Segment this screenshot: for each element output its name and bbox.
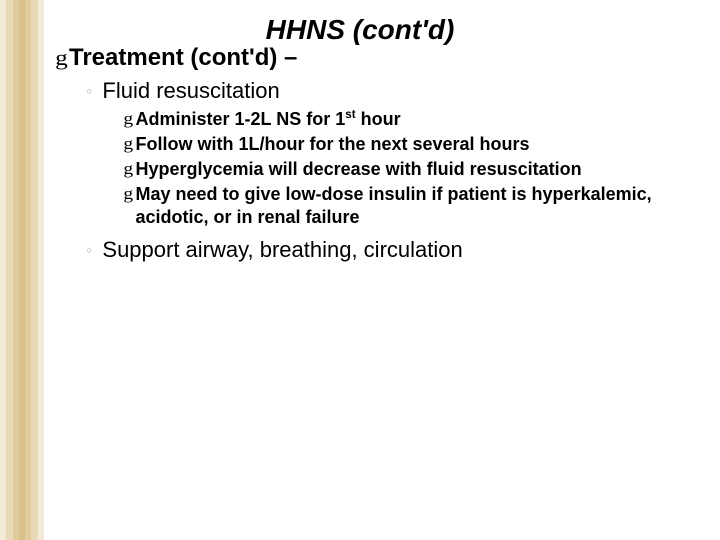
slide-title: HHNS (cont'd) [0, 14, 720, 46]
bullet-level2-fluid: ◦ Fluid resuscitation [86, 78, 692, 104]
lvl2-text: Fluid resuscitation [102, 78, 279, 104]
bullet-level3-item: gFollow with 1L/hour for the next severa… [124, 133, 692, 156]
script-bullet-icon: g [55, 45, 68, 71]
script-bullet-icon: g [123, 183, 133, 229]
lvl1-text-before: Treatment [69, 44, 184, 71]
lvl3-text: Follow with 1L/hour for the next several… [136, 133, 693, 156]
script-bullet-icon: g [123, 158, 133, 181]
bullet-level3-item: gAdminister 1-2L NS for 1st hour [124, 108, 692, 131]
slide-body: gTreatment (cont'd) – ◦ Fluid resuscitat… [56, 44, 692, 267]
bullet-level2-support: ◦ Support airway, breathing, circulation [86, 237, 692, 263]
bullet-level3-item: gHyperglycemia will decrease with fluid … [124, 158, 692, 181]
lvl1-text-after: (cont'd) – [184, 44, 298, 71]
lvl3-text: Administer 1-2L NS for 1st hour [136, 108, 693, 131]
lvl2-text: Support airway, breathing, circulation [102, 237, 462, 263]
script-bullet-icon: g [123, 133, 133, 156]
ring-bullet-icon: ◦ [86, 237, 92, 263]
bullet-level1-treatment: gTreatment (cont'd) – [56, 44, 692, 72]
lvl3-text: May need to give low-dose insulin if pat… [136, 183, 693, 229]
script-bullet-icon: g [123, 108, 133, 131]
lvl3-text: Hyperglycemia will decrease with fluid r… [136, 158, 693, 181]
ring-bullet-icon: ◦ [86, 78, 92, 104]
bullet-level3-item: gMay need to give low-dose insulin if pa… [124, 183, 692, 229]
decorative-left-stripe [0, 0, 44, 540]
level3-list: gAdminister 1-2L NS for 1st hourgFollow … [124, 108, 692, 229]
